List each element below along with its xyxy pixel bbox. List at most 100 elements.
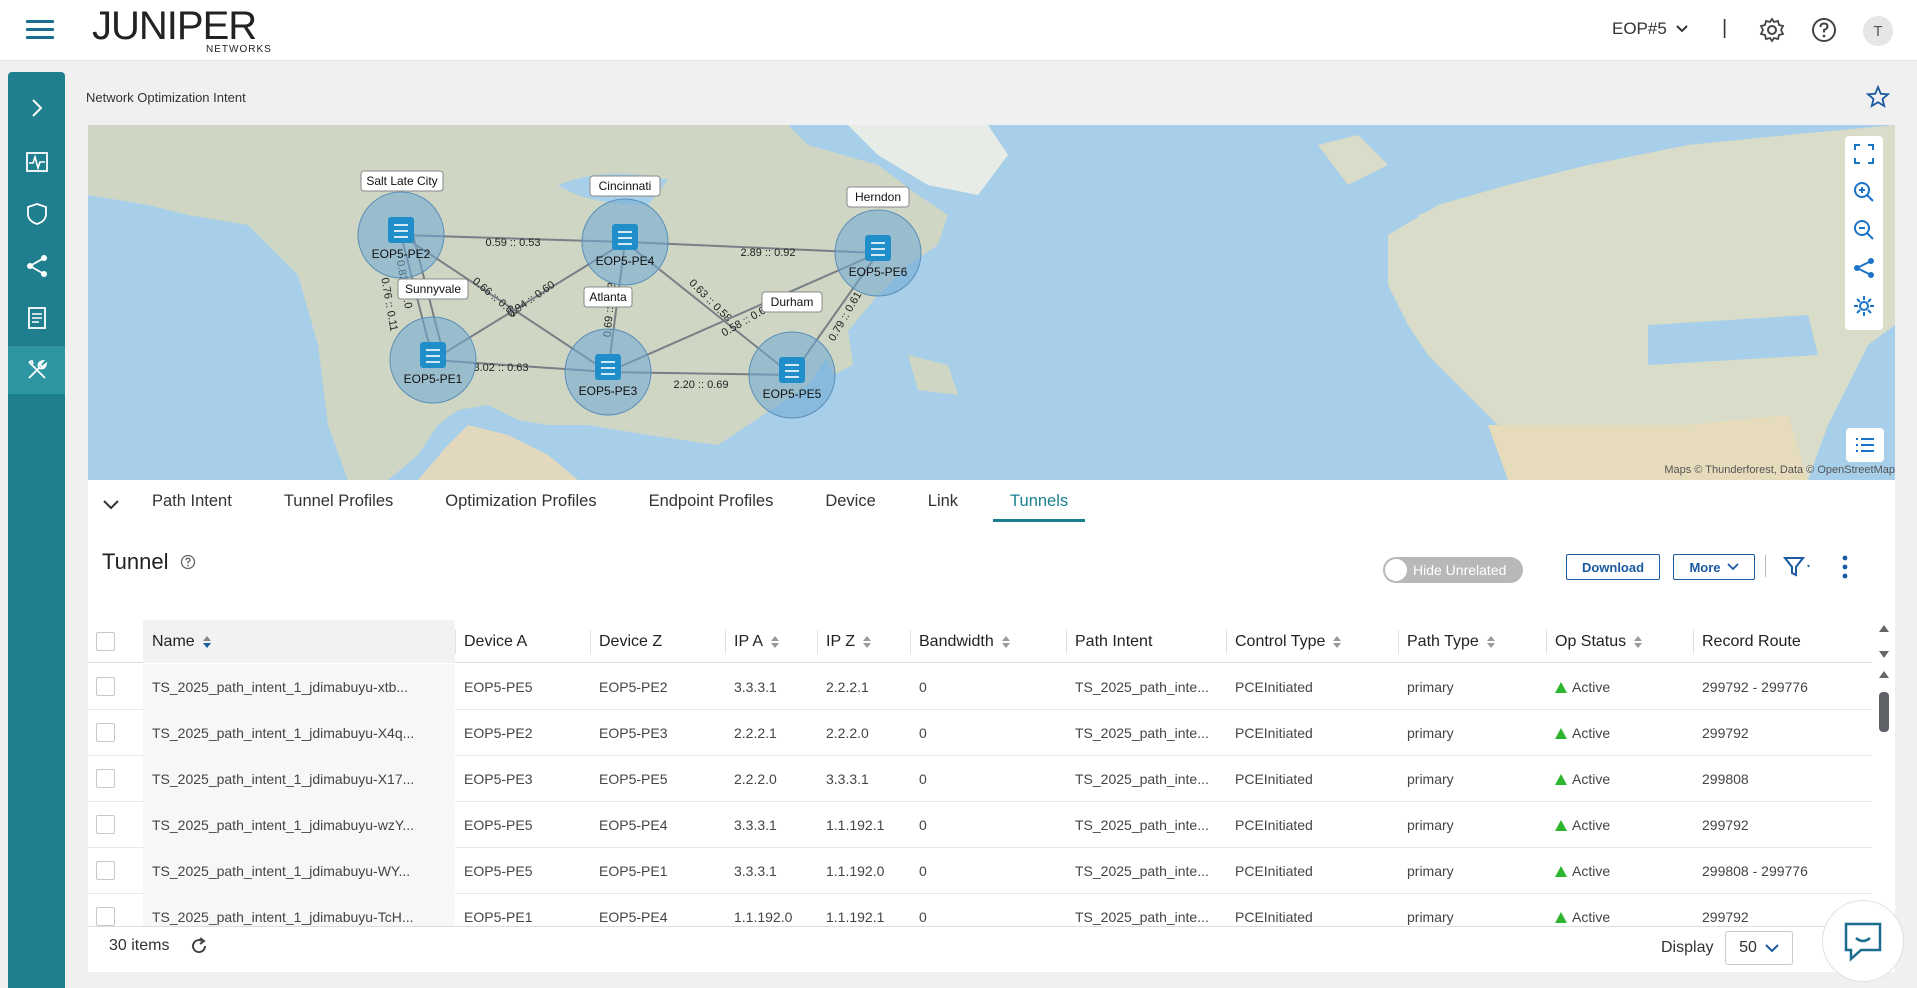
- cell-name[interactable]: TS_2025_path_intent_1_jdimabuyu-X4q...: [143, 710, 455, 756]
- row-checkbox[interactable]: [96, 677, 115, 696]
- help-icon[interactable]: [180, 554, 196, 570]
- share-icon[interactable]: [1852, 256, 1876, 280]
- hide-unrelated-toggle[interactable]: Hide Unrelated: [1383, 557, 1523, 583]
- cell-path-intent[interactable]: TS_2025_path_inte...: [1075, 863, 1209, 879]
- topology-node[interactable]: EOP5-PE6 Herndon: [834, 186, 922, 297]
- hamburger-icon[interactable]: [26, 20, 54, 40]
- nav-item-reports[interactable]: [8, 294, 65, 342]
- column-header-ip-a[interactable]: IP A: [725, 620, 817, 663]
- cell-name[interactable]: TS_2025_path_intent_1_jdimabuyu-wzY...: [143, 802, 455, 848]
- row-checkbox[interactable]: [96, 723, 115, 742]
- column-header-control-type[interactable]: Control Type: [1226, 620, 1398, 663]
- row-checkbox[interactable]: [96, 815, 115, 834]
- nav-item-tools[interactable]: [8, 346, 65, 394]
- settings-icon[interactable]: [1852, 294, 1876, 318]
- tab-tunnel-profiles[interactable]: Tunnel Profiles: [283, 492, 394, 510]
- tab-tunnels[interactable]: Tunnels: [993, 480, 1086, 522]
- column-header-ip-z[interactable]: IP Z: [817, 620, 910, 663]
- topology-node[interactable]: EOP5-PE2 Salt Late City: [357, 170, 445, 279]
- column-header-bandwidth[interactable]: Bandwidth: [910, 620, 1066, 663]
- expand-nav-button[interactable]: [8, 84, 65, 132]
- node-device-label: EOP5-PE2: [372, 247, 431, 261]
- topology-map[interactable]: 0.59 :: 0.532.89 :: 0.920.76 :: 0.110.82…: [88, 125, 1895, 480]
- column-header-path-type[interactable]: Path Type: [1398, 620, 1546, 663]
- tab-path-intent[interactable]: Path Intent: [152, 492, 232, 510]
- nav-item-monitor[interactable]: [8, 138, 65, 186]
- table-row[interactable]: TS_2025_path_intent_1_jdimabuyu-xtb... EO…: [88, 664, 1872, 710]
- items-count: 30 items: [109, 937, 170, 954]
- kebab-icon[interactable]: [1837, 554, 1853, 580]
- chevron-down-icon: [1726, 563, 1739, 571]
- help-icon[interactable]: [1811, 17, 1837, 43]
- collapse-panel-icon[interactable]: [100, 494, 122, 516]
- org-selector[interactable]: EOP#5: [1612, 19, 1689, 39]
- juniper-logo[interactable]: JUNIPER NETWORKS: [92, 4, 271, 56]
- cell-path-intent[interactable]: TS_2025_path_inte...: [1075, 817, 1209, 833]
- zoom-in-icon[interactable]: [1852, 180, 1876, 204]
- tab-device[interactable]: Device: [825, 492, 876, 510]
- table-row[interactable]: TS_2025_path_intent_1_jdimabuyu-X4q... EO…: [88, 710, 1872, 756]
- header-divider: |: [1722, 17, 1728, 39]
- chat-button[interactable]: [1822, 900, 1904, 982]
- fullscreen-icon[interactable]: [1852, 142, 1876, 166]
- refresh-icon[interactable]: [189, 936, 209, 956]
- row-checkbox[interactable]: [96, 907, 115, 926]
- tab-optimization-profiles[interactable]: Optimization Profiles: [445, 492, 597, 510]
- column-header-path-intent[interactable]: Path Intent: [1066, 620, 1226, 663]
- column-header-device-z[interactable]: Device Z: [590, 620, 725, 663]
- cell-name[interactable]: TS_2025_path_intent_1_jdimabuyu-TcH...: [143, 894, 455, 926]
- toggle-knob: [1385, 559, 1407, 581]
- link-label: 2.20 :: 0.69: [673, 379, 728, 391]
- cell-name[interactable]: TS_2025_path_intent_1_jdimabuyu-WY...: [143, 848, 455, 894]
- cell-name[interactable]: TS_2025_path_intent_1_jdimabuyu-xtb...: [143, 664, 455, 710]
- map-legend-button[interactable]: [1846, 428, 1884, 462]
- column-header-name[interactable]: Name: [143, 620, 455, 663]
- topology-node[interactable]: EOP5-PE1 Sunnyvale: [389, 278, 477, 404]
- cell-ip-a: 3.3.3.1: [734, 863, 777, 879]
- select-all-checkbox[interactable]: [96, 632, 115, 651]
- tools-icon: [27, 359, 47, 379]
- cell-path-intent[interactable]: TS_2025_path_inte...: [1075, 909, 1209, 925]
- page-size-select[interactable]: 50: [1725, 931, 1793, 965]
- row-checkbox[interactable]: [96, 769, 115, 788]
- cell-name[interactable]: TS_2025_path_intent_1_jdimabuyu-X17...: [143, 756, 455, 802]
- table-row[interactable]: TS_2025_path_intent_1_jdimabuyu-X17... EO…: [88, 756, 1872, 802]
- column-header-label: Path Intent: [1075, 633, 1153, 650]
- table-row[interactable]: TS_2025_path_intent_1_jdimabuyu-TcH... EO…: [88, 894, 1872, 926]
- tab-endpoint-profiles[interactable]: Endpoint Profiles: [648, 492, 774, 510]
- more-button[interactable]: More: [1673, 554, 1755, 580]
- cell-device-z: EOP5-PE4: [599, 909, 668, 925]
- city-callout: [761, 291, 823, 313]
- table-row[interactable]: TS_2025_path_intent_1_jdimabuyu-wzY... EO…: [88, 802, 1872, 848]
- filter-icon[interactable]: [1782, 554, 1814, 580]
- mediterranean-sea: [1648, 315, 1818, 365]
- cell-control-type: PCEInitiated: [1235, 771, 1313, 787]
- column-header-op-status[interactable]: Op Status: [1546, 620, 1693, 663]
- gear-icon[interactable]: [1759, 17, 1785, 43]
- column-header-record-route[interactable]: Record Route: [1693, 620, 1872, 663]
- tab-link[interactable]: Link: [927, 492, 959, 510]
- nav-item-topology[interactable]: [8, 242, 65, 290]
- column-header-label: Device A: [464, 633, 528, 650]
- topology-link[interactable]: [607, 252, 879, 373]
- topology-node[interactable]: EOP5-PE3 Atlanta: [564, 286, 652, 416]
- star-icon[interactable]: [1866, 85, 1890, 109]
- column-header-device-a[interactable]: Device A: [455, 620, 590, 663]
- table-scrollbar[interactable]: [1873, 620, 1895, 926]
- column-header-label: IP A: [734, 633, 764, 650]
- cell-path-intent[interactable]: TS_2025_path_inte...: [1075, 725, 1209, 741]
- row-checkbox[interactable]: [96, 861, 115, 880]
- topology-node[interactable]: EOP5-PE4 Cincinnati: [581, 175, 669, 286]
- chat-icon: [1844, 922, 1882, 962]
- nav-item-security[interactable]: [8, 190, 65, 238]
- status-label: Active: [1572, 725, 1611, 741]
- zoom-out-icon[interactable]: [1852, 218, 1876, 242]
- cell-path-intent[interactable]: TS_2025_path_inte...: [1075, 771, 1209, 787]
- download-button[interactable]: Download: [1566, 554, 1660, 580]
- topology-node[interactable]: EOP5-PE5 Durham: [748, 291, 836, 419]
- table-row[interactable]: TS_2025_path_intent_1_jdimabuyu-WY... EOP…: [88, 848, 1872, 894]
- cell-path-intent[interactable]: TS_2025_path_inte...: [1075, 679, 1209, 695]
- landmass-north-america: [88, 125, 948, 480]
- avatar[interactable]: T: [1863, 16, 1893, 46]
- status-label: Active: [1572, 817, 1611, 833]
